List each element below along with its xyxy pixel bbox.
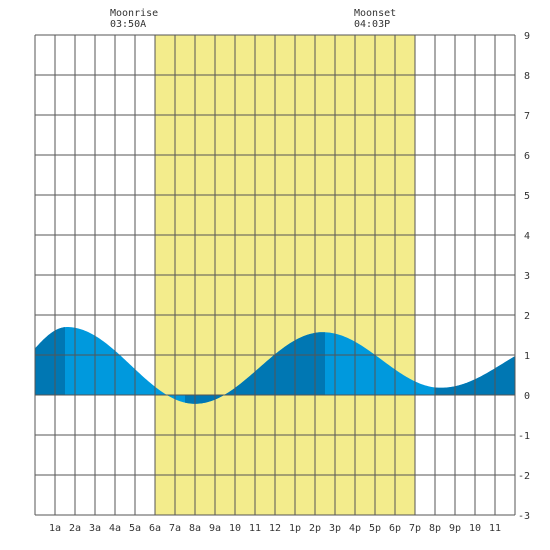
grid-layer — [34, 34, 516, 516]
x-tick-label: 10 — [469, 523, 481, 534]
y-tick-label: 3 — [524, 271, 530, 282]
x-tick-label: 11 — [489, 523, 501, 534]
y-tick-label: 0 — [524, 391, 530, 402]
x-tick-labels: 1a 2a 3a 4a 5a 6a 7a 8a 9a 10 11 12 1p 2p 3p 4p 5p 6p 7p 8p… — [49, 523, 501, 534]
y-tick-label: 4 — [524, 231, 530, 242]
x-tick-label: 5a — [129, 523, 141, 534]
y-tick-label: -3 — [518, 511, 530, 522]
x-tick-label: 8p — [429, 523, 441, 534]
x-tick-label: 9a — [209, 523, 221, 534]
y-tick-label: 1 — [524, 351, 530, 362]
moonrise-time: 03:50A — [110, 19, 146, 30]
moon-labels: Moonrise 03:50A Moonset 04:03P — [110, 8, 396, 30]
y-tick-label: -1 — [518, 431, 530, 442]
moonset-label: Moonset — [354, 8, 396, 19]
x-tick-label: 1a — [49, 523, 61, 534]
moonrise-label: Moonrise — [110, 8, 158, 19]
x-tick-label: 10 — [229, 523, 241, 534]
x-tick-label: 4a — [109, 523, 121, 534]
x-tick-label: 5p — [369, 523, 381, 534]
x-tick-label: 7p — [409, 523, 421, 534]
x-tick-label: 2p — [309, 523, 321, 534]
x-tick-label: 1p — [289, 523, 301, 534]
x-tick-label: 7a — [169, 523, 181, 534]
y-tick-label: 2 — [524, 311, 530, 322]
y-tick-label: 6 — [524, 151, 530, 162]
x-tick-label: 6p — [389, 523, 401, 534]
x-tick-label: 3a — [89, 523, 101, 534]
x-tick-label: 6a — [149, 523, 161, 534]
x-tick-label: 11 — [249, 523, 261, 534]
x-tick-label: 9p — [449, 523, 461, 534]
tide-area-dark-2 — [185, 332, 325, 404]
moonset-time: 04:03P — [354, 19, 390, 30]
y-tick-label: -2 — [518, 471, 530, 482]
y-tick-labels: 9 8 7 6 5 4 3 2 1 0 -1 -2 -3 — [518, 31, 530, 522]
x-tick-label: 4p — [349, 523, 361, 534]
y-tick-label: 9 — [524, 31, 530, 42]
y-tick-label: 7 — [524, 111, 530, 122]
x-tick-label: 2a — [69, 523, 81, 534]
y-tick-label: 8 — [524, 71, 530, 82]
x-tick-label: 3p — [329, 523, 341, 534]
x-tick-label: 8a — [189, 523, 201, 534]
y-tick-label: 5 — [524, 191, 530, 202]
x-tick-label: 12 — [269, 523, 281, 534]
tide-area-dark-1 — [35, 327, 65, 395]
